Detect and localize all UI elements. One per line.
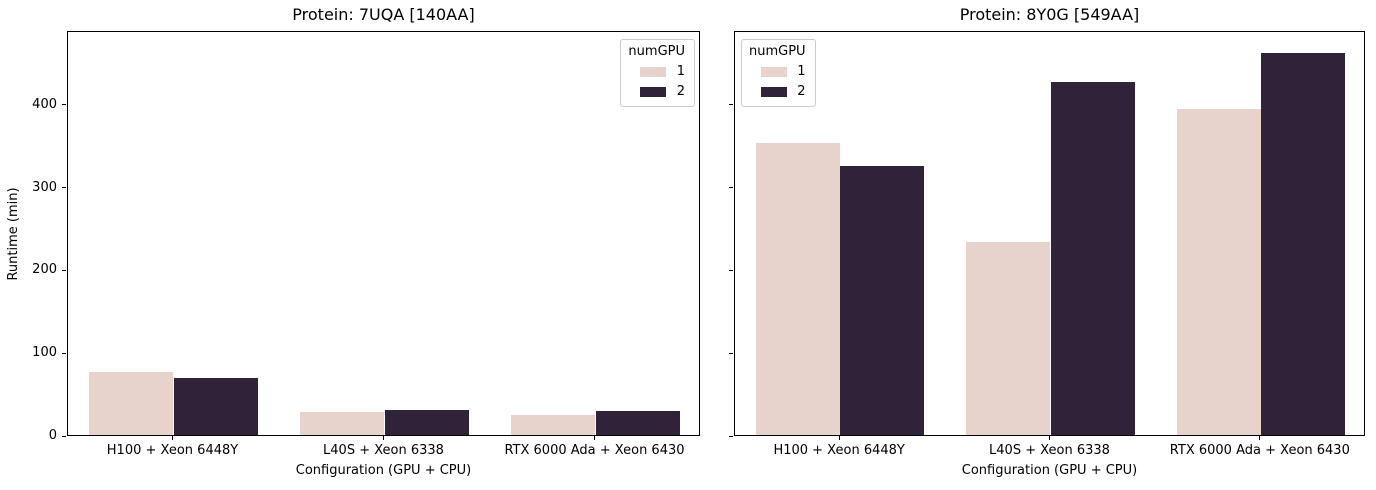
x-tick-label: RTX 6000 Ada + Xeon 6430 (1169, 443, 1350, 458)
x-tick-label: H100 + Xeon 6448Y (773, 443, 905, 458)
bar-rtx-gpu2 (595, 411, 680, 435)
x-tickmark (838, 436, 840, 440)
y-tickmark (729, 104, 733, 106)
legend-swatch-icon (640, 87, 667, 97)
y-tickmark (729, 269, 733, 271)
plot-area-8y0g: numGPU 1 2 (734, 31, 1365, 436)
y-tickmark (62, 435, 66, 437)
plot-area-7uqa: numGPU 1 2 (67, 31, 700, 436)
legend-title: numGPU (628, 44, 685, 59)
x-tickmark (1259, 436, 1261, 440)
y-tick-label: 400 (32, 96, 57, 112)
y-tickmark (729, 352, 733, 354)
x-tickmark (1049, 436, 1050, 440)
bar-rtx-gpu2 (1260, 53, 1345, 435)
x-axis-label-right: Configuration (GPU + CPU) (961, 463, 1138, 478)
x-tickmark (172, 436, 173, 440)
x-tick-label: H100 + Xeon 6448Y (106, 443, 239, 458)
bar-h100-gpu1 (756, 143, 841, 435)
bar-l40s-gpu2 (384, 410, 469, 435)
legend-title: numGPU (749, 44, 806, 59)
legend-label: 1 (797, 64, 806, 79)
bar-l40s-gpu1 (966, 242, 1051, 435)
x-tickmark (383, 436, 384, 440)
legend-entry-gpu2: 2 (628, 84, 685, 100)
panel-title-8y0g: Protein: 8Y0G [549AA] (959, 5, 1140, 24)
y-tick-label: 300 (32, 179, 57, 195)
y-tick-label: 100 (32, 345, 57, 361)
y-tickmark (62, 187, 66, 189)
legend-box: numGPU 1 2 (620, 39, 695, 107)
legend-label: 2 (797, 84, 806, 99)
bar-h100-gpu2 (840, 165, 925, 435)
y-tick-label: 0 (48, 428, 57, 443)
legend-entry-gpu2: 2 (749, 84, 806, 100)
y-tickmark (729, 187, 733, 189)
y-tickmark (62, 352, 66, 354)
panel-title-7uqa: Protein: 7UQA [140AA] (292, 5, 475, 24)
x-tick-label: L40S + Xeon 6338 (323, 443, 444, 458)
legend-swatch-icon (640, 67, 667, 77)
bar-h100-gpu2 (173, 378, 258, 435)
legend-label: 1 (676, 64, 685, 79)
legend-entry-gpu1: 1 (628, 64, 685, 80)
bar-rtx-gpu1 (511, 415, 596, 435)
x-tick-label: RTX 6000 Ada + Xeon 6430 (504, 443, 685, 458)
y-tickmark (62, 104, 66, 106)
legend-swatch-icon (761, 87, 787, 97)
bar-l40s-gpu2 (1050, 82, 1135, 435)
y-tickmark (62, 269, 66, 271)
legend-swatch-icon (761, 67, 787, 77)
legend-entry-gpu1: 1 (749, 64, 806, 80)
bar-l40s-gpu1 (300, 411, 385, 435)
y-tickmark (729, 435, 733, 437)
y-tick-label: 200 (32, 262, 57, 278)
x-axis-label-left: Configuration (GPU + CPU) (295, 463, 472, 478)
bar-h100-gpu1 (89, 372, 174, 435)
bar-rtx-gpu1 (1176, 109, 1261, 435)
x-tickmark (594, 436, 595, 440)
x-tick-label: L40S + Xeon 6338 (989, 443, 1110, 458)
legend-label: 2 (676, 84, 685, 99)
legend-box: numGPU 1 2 (741, 39, 816, 107)
